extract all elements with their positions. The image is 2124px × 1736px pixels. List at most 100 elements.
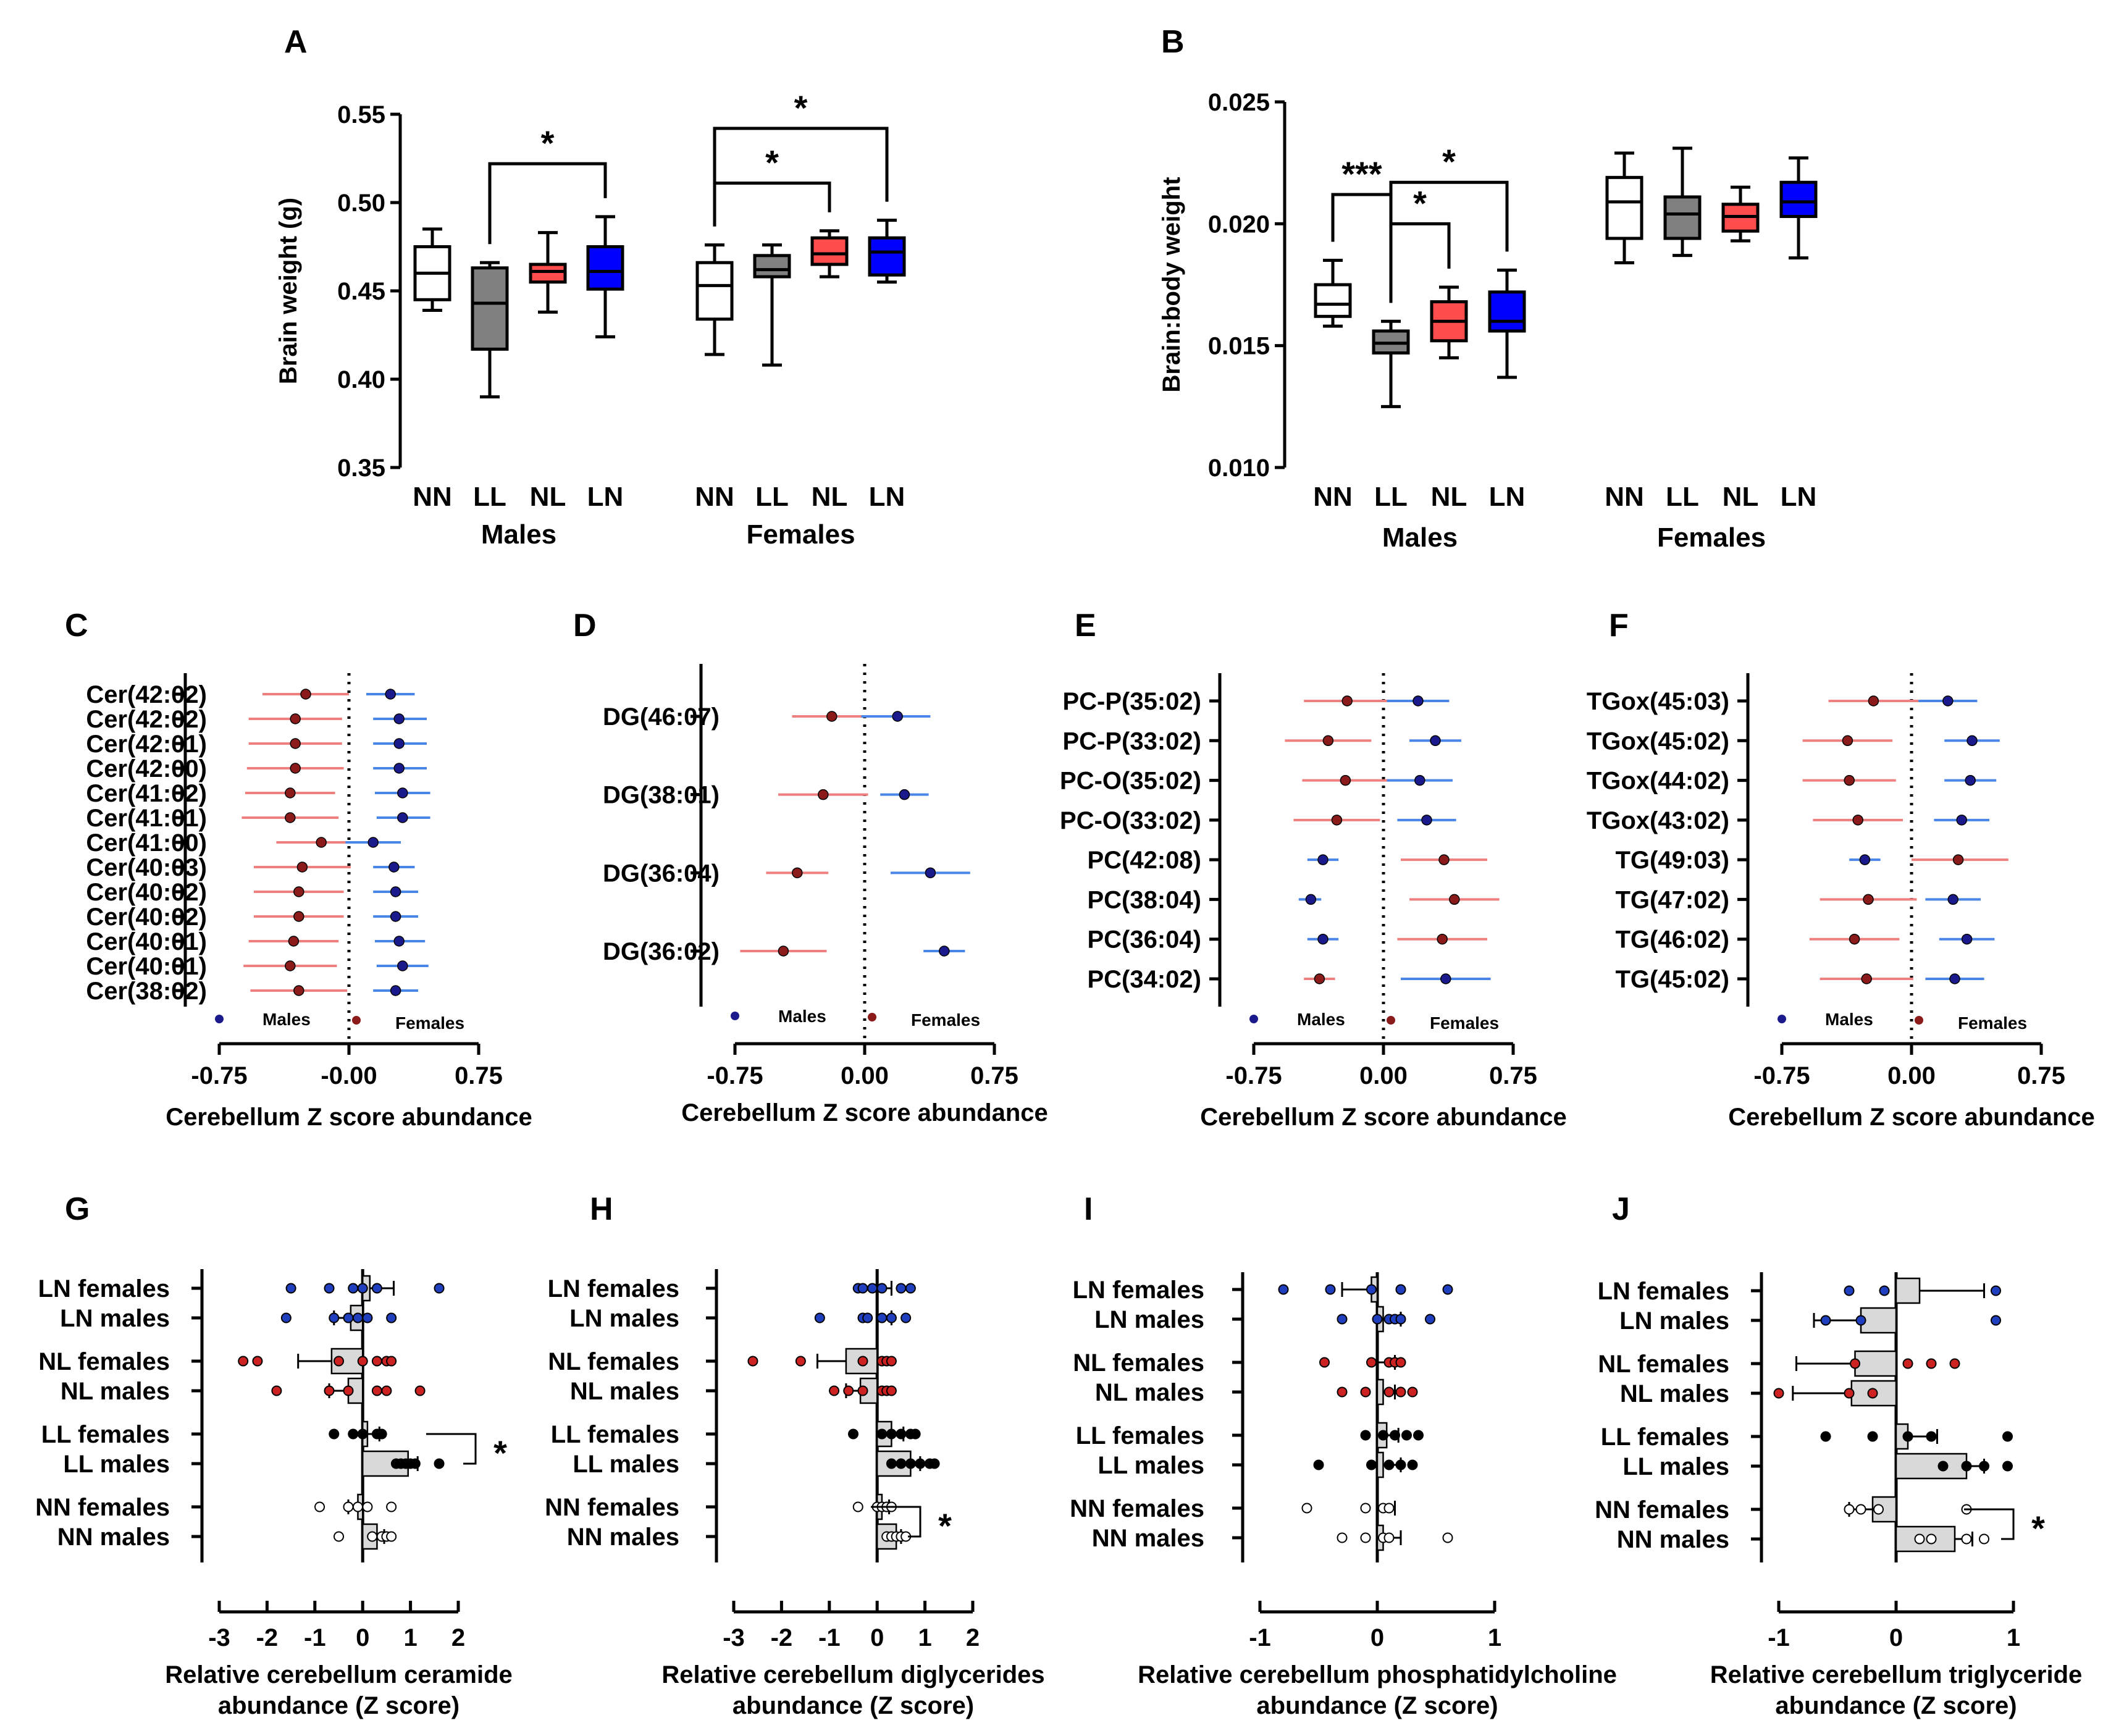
data-point	[1773, 1388, 1784, 1399]
female-point	[293, 985, 304, 996]
data-point	[362, 1501, 373, 1512]
panel-j: J -1 0 1 Relative cerebellum triglyceride abu…	[1595, 1191, 2082, 1719]
data-point	[1926, 1533, 1937, 1545]
data-point	[886, 1458, 897, 1469]
x-category-label: LN	[869, 482, 905, 512]
data-point	[434, 1458, 445, 1469]
male-point	[385, 689, 396, 700]
lipid-row: PC(42:08)	[1087, 847, 1487, 874]
x-category-label: NN	[413, 482, 452, 512]
mean-bar	[1860, 1307, 1897, 1334]
mean-bar	[1376, 1378, 1384, 1406]
female-point	[1331, 815, 1343, 826]
group-label: LL females	[551, 1421, 679, 1448]
data-point	[386, 1356, 397, 1367]
male-point	[397, 787, 408, 799]
x-category-label: LL	[473, 482, 506, 512]
data-point	[252, 1356, 263, 1367]
box-males-ln	[1488, 268, 1526, 379]
female-point	[818, 789, 829, 800]
legend-label-females: Females	[1958, 1013, 2027, 1033]
male-point	[393, 936, 405, 947]
group-row: LN females	[1073, 1276, 1453, 1304]
group-label: NL males	[1095, 1379, 1204, 1406]
group-row: NL females	[38, 1348, 397, 1375]
x-tick-label: 0	[356, 1624, 369, 1651]
data-point	[1319, 1357, 1330, 1368]
x-tick-label: -0.75	[191, 1062, 247, 1089]
group-label: NL males	[570, 1378, 679, 1405]
x-tick-label: 0.75	[455, 1062, 503, 1089]
box-females-ll	[753, 243, 791, 367]
data-point	[1366, 1284, 1377, 1295]
data-point	[2002, 1461, 2013, 1472]
group-label: NL females	[548, 1348, 679, 1375]
group-row: LL males	[63, 1450, 445, 1478]
data-point	[343, 1501, 354, 1512]
lipid-label: Cer(41:00)	[86, 829, 207, 857]
box-body	[1779, 180, 1818, 218]
group-label: NL females	[1073, 1349, 1204, 1377]
data-point	[886, 1428, 897, 1440]
data-point	[1914, 1533, 1925, 1545]
data-point	[829, 1385, 840, 1396]
x-tick-label: 0	[1371, 1624, 1384, 1651]
data-point	[314, 1501, 325, 1512]
group-label: LL males	[1622, 1453, 1729, 1480]
lipid-label: Cer(42:02)	[86, 681, 207, 708]
male-point	[1413, 695, 1424, 707]
box-body	[529, 262, 567, 284]
lipid-row: Cer(41:01)	[86, 805, 430, 832]
lipid-row: Cer(40:01)	[86, 928, 426, 955]
x-category-label: LL	[755, 482, 789, 512]
data-point	[867, 1283, 878, 1294]
data-point	[352, 1501, 363, 1512]
box-males-ln	[586, 215, 624, 338]
panel-i: I -1 0 1 Relative cerebellum phosphatidylcho…	[1070, 1191, 1617, 1719]
data-point	[814, 1312, 825, 1323]
female-point	[1849, 933, 1860, 945]
box-males-ll	[471, 261, 509, 399]
data-point	[1855, 1315, 1866, 1326]
group-row: LL males	[1622, 1453, 2013, 1480]
group-label: Males	[1382, 522, 1458, 553]
group-row: LL females	[1076, 1422, 1424, 1449]
data-point	[367, 1531, 378, 1542]
box-body	[1314, 283, 1352, 318]
female-point	[293, 886, 304, 897]
female-point	[296, 862, 308, 873]
mean-bar	[1854, 1350, 1897, 1377]
box-females-nn	[695, 243, 734, 356]
data-point	[1926, 1431, 1937, 1442]
group-row: NN females	[1070, 1495, 1396, 1522]
male-point	[397, 960, 408, 971]
panel-label: J	[1612, 1191, 1630, 1227]
x-axis-label: Relative cerebellum phosphatidylcholine	[1138, 1661, 1617, 1688]
data-point	[1979, 1533, 1989, 1545]
lipid-row: TG(46:02)	[1616, 926, 1995, 954]
data-point	[886, 1312, 897, 1323]
lipid-label: TG(45:02)	[1616, 966, 1730, 993]
data-point	[1425, 1314, 1435, 1325]
female-point	[826, 711, 837, 722]
legend-label-males: Males	[1297, 1010, 1345, 1029]
lipid-label: TGox(45:02)	[1587, 728, 1729, 755]
box-body	[1605, 175, 1643, 240]
data-point	[386, 1501, 397, 1512]
lipid-row: TGox(44:02)	[1587, 768, 1997, 795]
x-tick-label: -3	[723, 1624, 745, 1651]
data-point	[386, 1531, 397, 1542]
male-point	[367, 837, 379, 848]
group-row: NN males	[1092, 1524, 1453, 1552]
group-row: NL females	[548, 1348, 897, 1375]
data-point	[1337, 1386, 1348, 1398]
group-row: NL males	[1095, 1378, 1418, 1406]
female-point	[778, 946, 789, 957]
group-label: NL males	[1620, 1380, 1729, 1407]
x-category-label: NL	[1723, 482, 1759, 512]
y-tick-label: 0.025	[1208, 89, 1270, 116]
data-point	[1372, 1314, 1383, 1325]
data-point	[1395, 1459, 1406, 1470]
legend-marker-males	[215, 1015, 224, 1023]
